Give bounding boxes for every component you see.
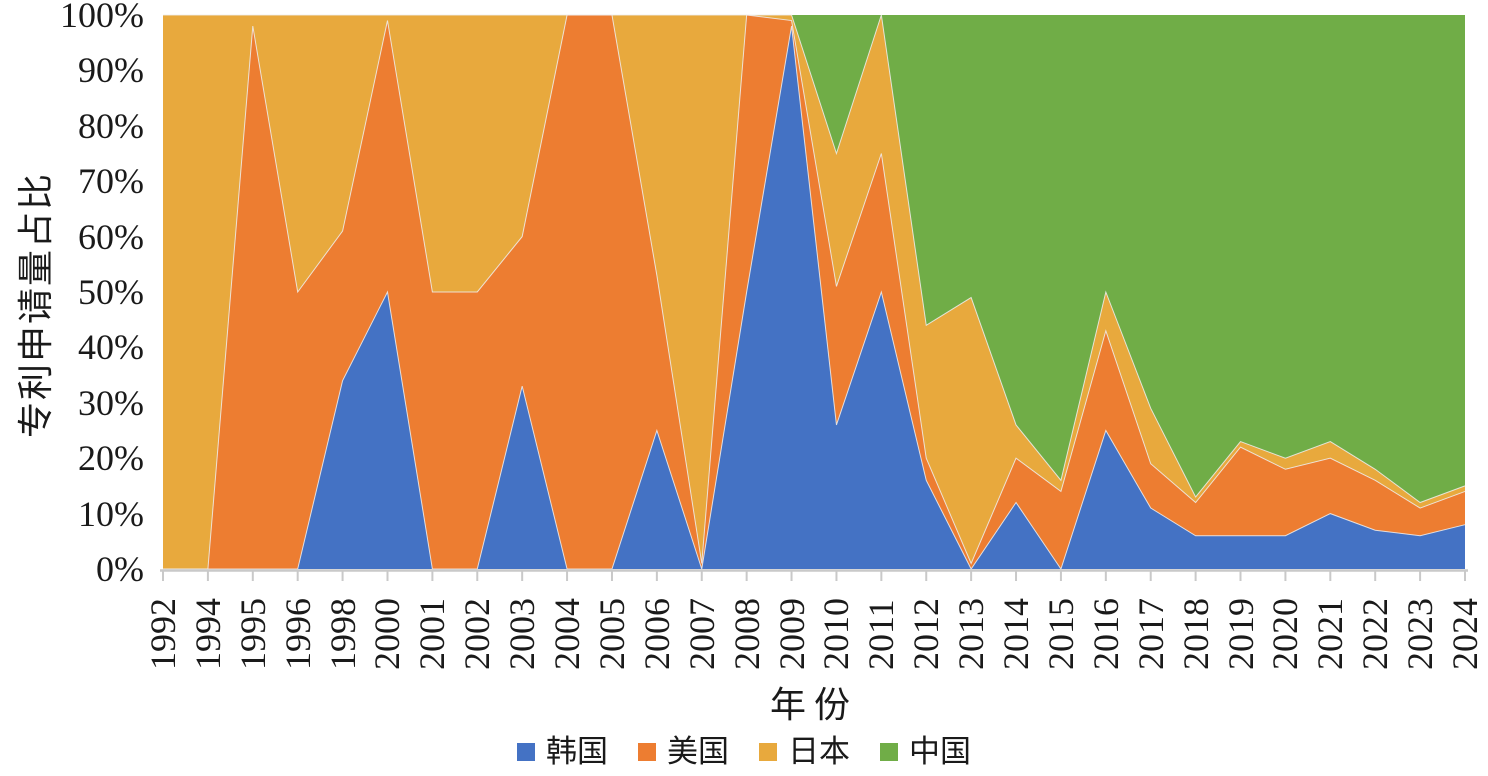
legend-label: 日本 — [788, 734, 850, 769]
y-axis-title: 专利申请量占比 — [16, 172, 56, 439]
x-tick-label: 2003 — [502, 598, 543, 670]
x-axis-title: 年份 — [769, 685, 858, 725]
x-tick-label: 2006 — [636, 598, 677, 670]
series-boundary-line — [163, 14, 1466, 504]
legend-swatch-icon — [638, 743, 656, 761]
x-tick-label: 1998 — [322, 598, 363, 670]
x-tick-label: 2018 — [1175, 598, 1216, 670]
x-tick-label: 2019 — [1220, 598, 1261, 670]
y-tick-label: 20% — [78, 438, 144, 479]
legend-swatch-icon — [759, 743, 777, 761]
x-tick-label: 2004 — [547, 598, 588, 670]
legend-swatch-icon — [880, 743, 898, 761]
x-tick-label: 2010 — [816, 598, 857, 670]
y-tick-label: 90% — [78, 50, 144, 91]
series-boundary-line — [163, 25, 1466, 571]
legend: 韩国 美国 日本 中国 — [0, 730, 1488, 774]
x-tick-label: 2021 — [1310, 598, 1351, 670]
legend-item-美国: 美国 — [638, 734, 729, 770]
x-tick-label: 2022 — [1355, 598, 1396, 670]
x-tick-label: 2008 — [726, 598, 767, 670]
legend-item-中国: 中国 — [880, 734, 971, 770]
y-tick-label: 50% — [78, 272, 144, 312]
x-tick-label: 2007 — [681, 598, 722, 670]
y-tick-label: 10% — [78, 493, 144, 534]
x-tick-label: 2001 — [412, 598, 453, 670]
y-tick-label: 40% — [78, 327, 144, 368]
x-tick-label: 2015 — [1040, 598, 1081, 670]
x-tick-label: 2014 — [996, 598, 1037, 670]
x-tick-label: 2012 — [906, 598, 947, 670]
x-tick-label: 2024 — [1445, 598, 1485, 670]
area-series-日本 — [163, 15, 1465, 569]
legend-label: 韩国 — [546, 734, 608, 769]
x-tick-label: 1994 — [187, 598, 228, 670]
x-tick-label: 2016 — [1085, 598, 1126, 670]
legend-item-韩国: 韩国 — [517, 734, 608, 770]
legend-swatch-icon — [517, 743, 535, 761]
x-tick-label: 2009 — [771, 598, 812, 670]
x-tick-label: 2005 — [591, 598, 632, 670]
area-series-韩国 — [163, 26, 1465, 569]
y-tick-label: 60% — [78, 216, 144, 257]
x-tick-label: 2011 — [861, 599, 902, 670]
x-tick-label: 2013 — [951, 598, 992, 670]
y-tick-label: 100% — [60, 0, 144, 35]
y-tick-label: 30% — [78, 382, 144, 423]
area-series-中国 — [163, 15, 1465, 503]
y-tick-label: 70% — [78, 161, 144, 202]
x-tick-label: 2017 — [1130, 598, 1171, 670]
series-boundary-line — [163, 14, 1466, 570]
legend-label: 美国 — [667, 734, 729, 769]
y-tick-label: 80% — [78, 105, 144, 146]
x-tick-label: 2000 — [367, 598, 408, 670]
x-tick-label: 2002 — [457, 598, 498, 670]
x-tick-label: 1995 — [232, 598, 273, 670]
x-tick-label: 2023 — [1400, 598, 1441, 670]
legend-item-日本: 日本 — [759, 734, 850, 770]
x-tick-label: 1996 — [277, 598, 318, 670]
legend-label: 中国 — [909, 734, 971, 769]
x-tick-label: 1992 — [143, 598, 183, 670]
y-tick-label: 0% — [96, 549, 144, 589]
x-tick-label: 2020 — [1265, 598, 1306, 670]
